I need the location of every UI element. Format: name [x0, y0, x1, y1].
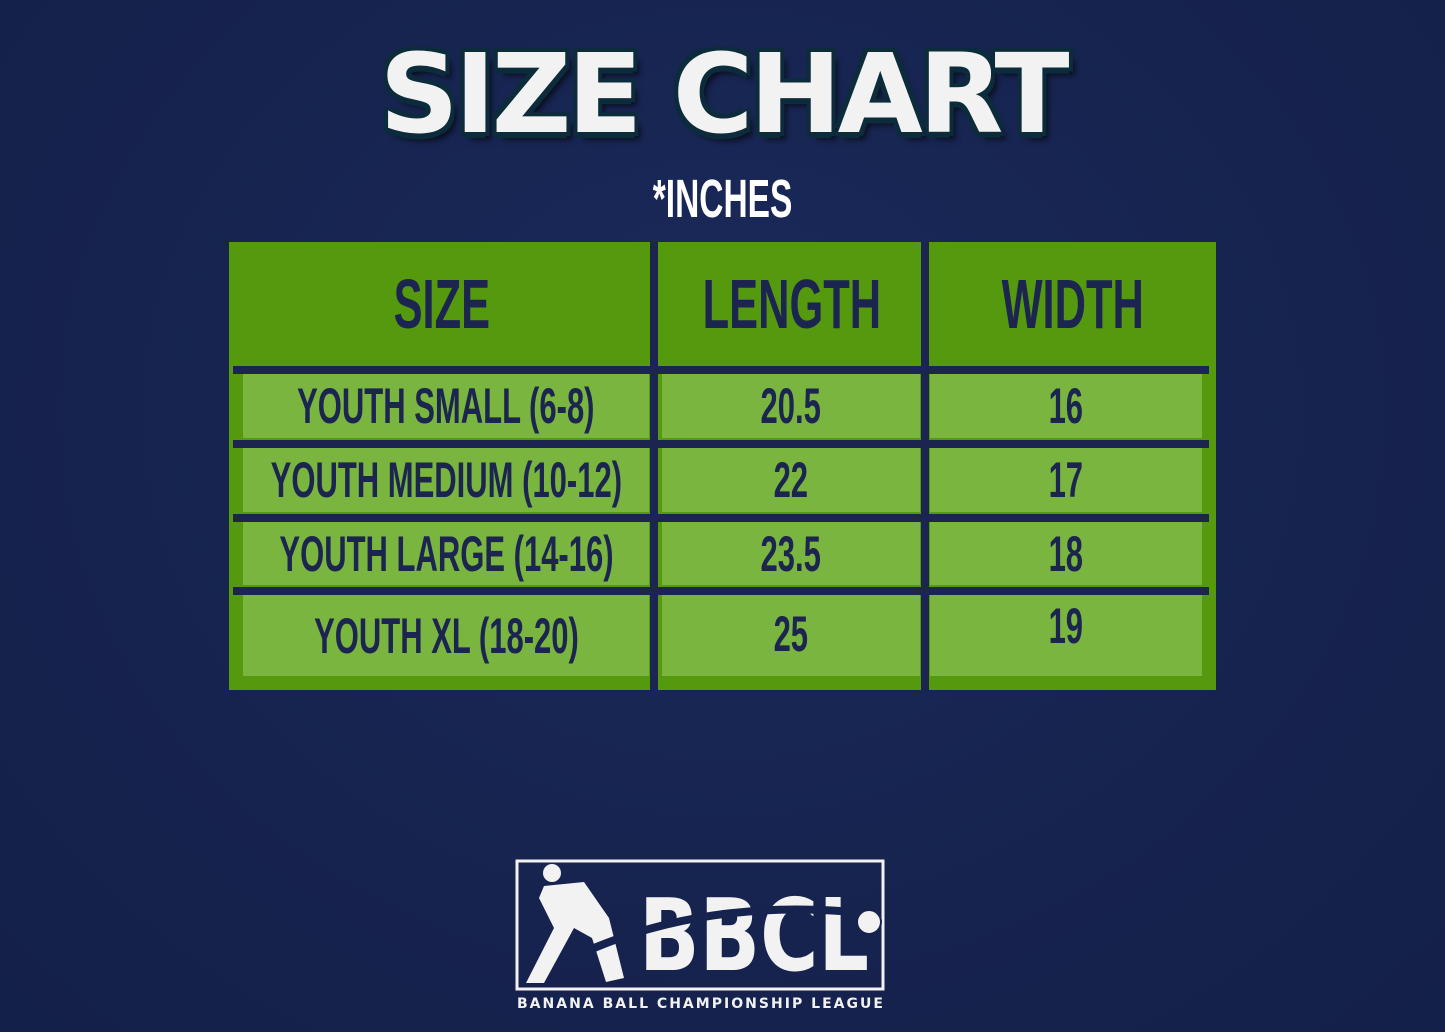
table-row-width: 19 — [930, 595, 1202, 676]
pitcher-icon — [526, 864, 624, 983]
column-divider — [650, 242, 658, 690]
header-width: WIDTH — [930, 242, 1216, 366]
cell-text: 18 — [1048, 525, 1084, 582]
bbcl-logo-graphic: BBCL BANANA BALL CHAMPIONSHIP LEAGUE — [515, 859, 885, 1012]
bbcl-logo: BBCL BANANA BALL CHAMPIONSHIP LEAGUE — [514, 858, 886, 1018]
row-divider — [233, 440, 1209, 448]
table-row-length: 25 — [662, 595, 920, 676]
logo-tagline: BANANA BALL CHAMPIONSHIP LEAGUE — [517, 996, 883, 1012]
cell-text: YOUTH SMALL (6-8) — [297, 378, 595, 434]
row-divider — [233, 514, 1209, 522]
table-row-width: 18 — [930, 522, 1202, 585]
header-length: LENGTH — [662, 242, 922, 366]
cell-text: 17 — [1048, 452, 1084, 508]
cell-text: 23.5 — [760, 525, 822, 582]
row-divider — [233, 366, 1209, 374]
cell-text: 20.5 — [760, 378, 822, 434]
cell-text: 19 — [1048, 598, 1084, 654]
header-length-text: LENGTH — [702, 265, 882, 343]
table-row-size: YOUTH MEDIUM (10-12) — [243, 448, 649, 512]
svg-text:BBCL: BBCL — [639, 877, 869, 994]
cell-text: YOUTH MEDIUM (10-12) — [270, 452, 622, 508]
header-width-text: WIDTH — [1001, 265, 1145, 343]
table-row-size: YOUTH XL (18-20) — [243, 595, 649, 676]
table-row-length: 22 — [662, 448, 920, 512]
table-row-size: YOUTH LARGE (14-16) — [243, 522, 649, 585]
header-size: SIZE — [229, 242, 654, 366]
cell-text: 25 — [773, 606, 809, 662]
page-title: SIZE CHART — [379, 30, 1069, 158]
cell-text: YOUTH LARGE (14-16) — [278, 525, 614, 582]
table-row-width: 17 — [930, 448, 1202, 512]
table-row-length: 23.5 — [662, 522, 920, 585]
size-table: SIZE LENGTH WIDTH YOUTH SMALL (6-8) 20.5… — [229, 242, 1216, 690]
table-row-size: YOUTH SMALL (6-8) — [243, 374, 649, 438]
column-divider — [921, 242, 929, 690]
cell-text: 22 — [773, 452, 809, 508]
cell-text: 16 — [1048, 378, 1084, 434]
row-divider — [233, 587, 1209, 595]
table-row-length: 20.5 — [662, 374, 920, 438]
table-row-width: 16 — [930, 374, 1202, 438]
cell-text: YOUTH XL (18-20) — [313, 607, 579, 664]
header-size-text: SIZE — [393, 265, 490, 343]
units-note: *INCHES — [0, 168, 1445, 230]
units-note-text: *INCHES — [652, 169, 793, 229]
